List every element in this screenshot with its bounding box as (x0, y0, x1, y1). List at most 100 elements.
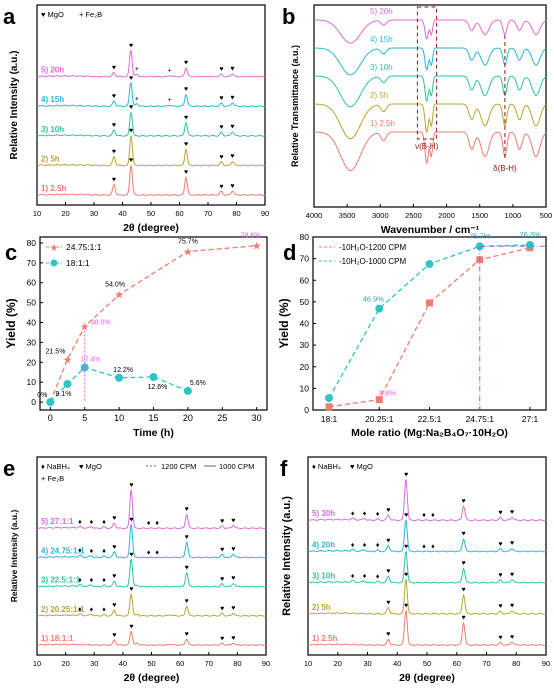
y-axis-title-c: Yield (%) (4, 298, 18, 348)
peak-marker-e: ♥ (220, 635, 224, 642)
x-tick-label-d: 20.25:1 (365, 414, 394, 424)
peak-marker-e: ♥ (112, 515, 116, 522)
x-tick-label-d: 22.5:1 (418, 414, 442, 424)
y-axis-title-f: Relative Intensity (a.u.) (281, 496, 293, 616)
peak-marker-f: ♥ (386, 507, 390, 514)
y-tick-label-c: 50 (27, 298, 37, 308)
x-tick-label-b: 3500 (339, 211, 356, 220)
data-label-d: 4.8% (379, 389, 396, 398)
series-line-a-2 (37, 135, 266, 167)
data-point-c-star: ★ (252, 241, 262, 253)
series-label-f-5: 5) 30h (312, 509, 335, 518)
y-tick-label-d: 80 (300, 232, 310, 242)
peak-marker-e: ♥ (112, 573, 116, 580)
data-label-c: 0% (37, 392, 47, 399)
data-label-c: 54.0% (105, 282, 125, 289)
legend-marker-c: ★ (50, 243, 59, 254)
peak-marker-e: ♥ (220, 576, 224, 583)
series-line-b-4 (314, 47, 547, 76)
y-tick-label-d: 20 (300, 362, 310, 372)
peak-marker-f: ♥ (498, 634, 502, 641)
y-tick-label-d: 0 (304, 405, 309, 415)
peak-marker-a: ♥ (184, 86, 188, 93)
series-label-e-3: 3) 22.5:1:1 (41, 576, 81, 585)
peak-marker-a: ♥ (230, 66, 234, 73)
peak-marker-e: ♦ (155, 520, 159, 527)
data-label-c: 78.6% (241, 233, 261, 240)
x-tick-label-b: 2000 (438, 211, 455, 220)
peak-marker-e: ♥ (112, 544, 116, 551)
peak-marker-f: ♥ (498, 510, 502, 517)
legend-item-e: ♦ NaBH₄ (41, 462, 70, 471)
x-axis-title-a: 2θ (degree) (123, 222, 179, 234)
x-tick-label-a: 50 (147, 209, 155, 218)
peak-marker-f: ♥ (404, 543, 408, 550)
legend-label-d-1: -10H₂O-1200 CPM (339, 243, 406, 252)
peak-marker-f: ♥ (462, 498, 466, 505)
peak-marker-a: + (135, 96, 139, 103)
x-tick-label-e: 60 (176, 659, 184, 668)
peak-marker-a: ♥ (230, 153, 234, 160)
x-axis-title-d: Mole ratio (Mg:Na₂B₄O₇·10H₂O) (351, 427, 508, 439)
peak-marker-f: ♦ (376, 573, 380, 580)
series-label-f-1: 1) 2.5h (312, 634, 337, 643)
peak-marker-a: ♥ (184, 169, 188, 176)
x-tick-label-e: 40 (119, 659, 127, 668)
annotation-vbh: ν(B-H) (415, 142, 438, 151)
peak-marker-f: ♥ (462, 531, 466, 538)
y-tick-label-c: 80 (27, 238, 37, 248)
peak-marker-e: ♦ (147, 549, 151, 556)
series-line-e-3 (36, 558, 267, 588)
peak-marker-e: ♥ (231, 575, 235, 582)
data-point-c-hex (149, 372, 158, 381)
peak-marker-f: ♥ (404, 571, 408, 578)
x-tick-label-b: 500 (540, 211, 553, 220)
x-tick-label-b: 1000 (505, 211, 522, 220)
legend-item-f: ♥ MgO (350, 462, 373, 471)
peak-marker-e: ♥ (231, 635, 235, 642)
series-label-f-4: 4) 20h (312, 540, 335, 549)
series-line-a-1 (37, 165, 266, 196)
legend-marker-c (50, 259, 58, 267)
y-tick-label-c: 40 (27, 318, 37, 328)
x-axis-title-f: 2θ (degree) (399, 672, 455, 684)
series-line-f-2 (308, 578, 547, 615)
x-tick-label-a: 60 (175, 209, 183, 218)
peak-marker-e: ♥ (220, 547, 224, 554)
peak-marker-a: ♥ (219, 66, 223, 73)
peak-marker-e: ♦ (78, 519, 82, 526)
x-tick-label-a: 40 (118, 209, 126, 218)
x-tick-label-f: 80 (512, 659, 520, 668)
peak-marker-a: ♥ (219, 183, 223, 190)
peak-marker-f: ♥ (498, 572, 502, 579)
x-tick-label-b: 3000 (372, 211, 389, 220)
y-axis-title-e: Relative Intensity (a.u.) (9, 510, 19, 603)
panel-label-a: a (3, 4, 16, 29)
x-tick-label-a: 20 (61, 209, 69, 218)
data-point-c-hex (46, 398, 55, 407)
peak-marker-f: ♦ (363, 511, 367, 518)
x-tick-label-c: 0 (48, 413, 53, 423)
series-line-b-5 (314, 19, 547, 44)
series-label-e-1: 1) 18:1:1 (41, 634, 74, 643)
peak-marker-f: ♥ (386, 538, 390, 545)
legend-label-e: 1000 CPM (219, 462, 254, 471)
peak-marker-e: ♥ (129, 517, 133, 524)
y-tick-label-c: 0 (31, 397, 36, 407)
data-point-d-circle (375, 304, 384, 313)
peak-marker-f: ♦ (376, 542, 380, 549)
series-line-d-1 (328, 247, 531, 408)
y-tick-label-c: 70 (27, 258, 37, 268)
legend-item-f: ♦ NaBH₄ (312, 462, 341, 471)
data-label-c: 12.6% (148, 384, 168, 391)
peak-marker-a: ♥ (184, 60, 188, 67)
peak-marker-e: ♥ (185, 598, 189, 605)
legend-item-a: + Fe₂B (79, 10, 102, 19)
peak-marker-a: + (135, 66, 139, 73)
data-label-d: 75.7% (469, 231, 491, 240)
peak-marker-a: ♥ (184, 114, 188, 121)
peak-marker-a: ♥ (219, 95, 223, 102)
legend-label-c-2: 18:1:1 (66, 258, 90, 268)
vbh-highlight-box (416, 6, 438, 140)
peak-marker-e: ♦ (102, 519, 106, 526)
